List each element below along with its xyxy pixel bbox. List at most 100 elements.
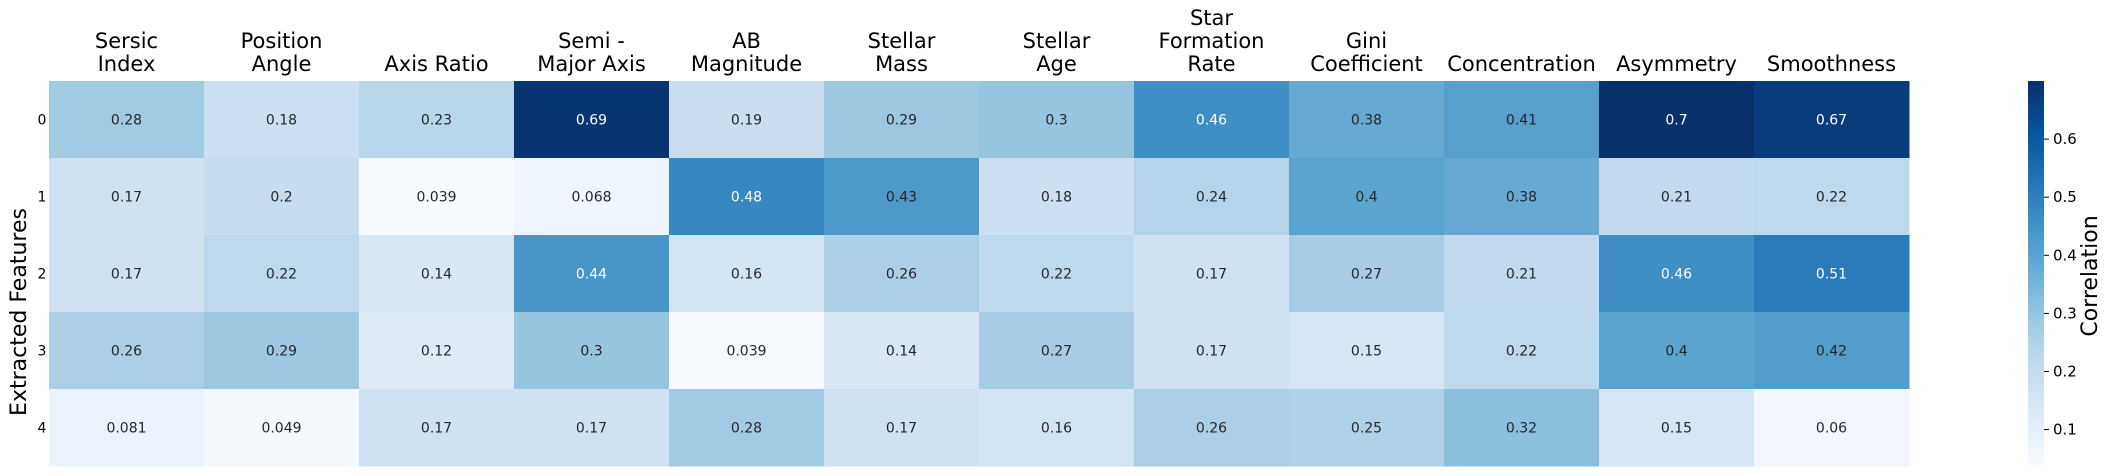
heatmap-cell — [1289, 312, 1445, 390]
colorbar-tick-label: 0.3 — [2053, 304, 2077, 322]
cell-value-label: 0.21 — [1506, 267, 1537, 283]
heatmap-cell — [824, 158, 980, 236]
heatmap-cell — [1134, 235, 1290, 313]
cell-value-label: 0.51 — [1816, 267, 1847, 283]
heatmap-cell — [669, 81, 825, 159]
heatmap-cell — [49, 81, 205, 159]
cell-value-label: 0.26 — [1196, 421, 1227, 437]
heatmap-cell — [49, 312, 205, 390]
colorbar-gradient — [2028, 81, 2044, 465]
heatmap-cell — [1754, 81, 1910, 159]
heatmap-cell — [669, 389, 825, 467]
heatmap-cell — [669, 158, 825, 236]
heatmap-cell — [669, 235, 825, 313]
cell-value-label: 0.27 — [1351, 267, 1382, 283]
cell-value-label: 0.16 — [1041, 421, 1072, 437]
cell-value-label: 0.28 — [731, 421, 762, 437]
heatmap-cell — [1754, 158, 1910, 236]
heatmap-cell — [1289, 235, 1445, 313]
heatmap-cell — [204, 235, 360, 313]
column-label: AB Magnitude — [691, 29, 802, 76]
heatmap-cell — [1599, 81, 1755, 159]
column-label: Gini Coefficient — [1310, 29, 1423, 76]
heatmap-cell — [1134, 81, 1290, 159]
heatmap-cell — [1599, 158, 1755, 236]
heatmap-cell — [1134, 312, 1290, 390]
cell-value-label: 0.69 — [576, 113, 607, 129]
colorbar-label: Correlation — [2078, 215, 2103, 336]
y-axis-label: Extracted Features — [7, 208, 32, 416]
cell-value-label: 0.29 — [886, 113, 917, 129]
column-label: Concentration — [1447, 52, 1596, 76]
row-label: 1 — [38, 190, 47, 206]
heatmap-cell — [1754, 312, 1910, 390]
row-label: 2 — [38, 267, 47, 283]
heatmap-cell — [824, 312, 980, 390]
cell-value-label: 0.46 — [1661, 267, 1692, 283]
cell-value-label: 0.19 — [731, 113, 762, 129]
cell-value-label: 0.17 — [1196, 344, 1227, 360]
heatmap-cell — [49, 389, 205, 467]
cell-value-label: 0.25 — [1351, 421, 1382, 437]
row-label: 3 — [38, 344, 47, 360]
column-label: Position Angle — [241, 29, 323, 76]
heatmap-cell — [1444, 389, 1600, 467]
heatmap-cell — [1444, 312, 1600, 390]
cell-value-label: 0.15 — [1661, 421, 1692, 437]
heatmap-cell — [1599, 312, 1755, 390]
cell-value-label: 0.17 — [576, 421, 607, 437]
heatmap-cell — [514, 158, 670, 236]
cell-value-label: 0.049 — [261, 421, 301, 437]
cell-value-label: 0.18 — [266, 113, 297, 129]
heatmap-cell — [49, 158, 205, 236]
cell-value-label: 0.068 — [571, 190, 611, 206]
cell-value-label: 0.06 — [1816, 421, 1847, 437]
cell-value-label: 0.44 — [576, 267, 607, 283]
heatmap-cell — [514, 312, 670, 390]
cell-value-label: 0.16 — [731, 267, 762, 283]
cell-value-label: 0.23 — [421, 113, 452, 129]
heatmap-cell — [1134, 158, 1290, 236]
cell-value-label: 0.46 — [1196, 113, 1227, 129]
column-labels: Sersic Index Position Angle Axis Ratio Semi -… — [95, 6, 1896, 76]
cell-value-label: 0.27 — [1041, 344, 1072, 360]
cell-value-label: 0.24 — [1196, 190, 1227, 206]
heatmap-cell — [1289, 81, 1445, 159]
cell-value-label: 0.48 — [731, 190, 762, 206]
column-label: Axis Ratio — [384, 52, 488, 76]
cell-value-label: 0.38 — [1351, 113, 1382, 129]
heatmap-cell — [1444, 158, 1600, 236]
heatmap-cell — [1444, 81, 1600, 159]
heatmap-cell — [1444, 235, 1600, 313]
heatmap-cell — [204, 312, 360, 390]
heatmap-cell — [824, 81, 980, 159]
cell-value-label: 0.43 — [886, 190, 917, 206]
colorbar-tick-label: 0.2 — [2053, 362, 2077, 380]
cell-value-label: 0.22 — [1506, 344, 1537, 360]
heatmap-cell — [49, 235, 205, 313]
cell-value-label: 0.7 — [1665, 113, 1687, 129]
row-labels: 0 1 2 3 4 — [38, 113, 47, 437]
column-label: Stellar Age — [1023, 29, 1091, 76]
heatmap-cell — [1289, 389, 1445, 467]
cell-value-label: 0.081 — [106, 421, 146, 437]
cell-value-label: 0.21 — [1661, 190, 1692, 206]
heatmap-cell — [514, 81, 670, 159]
cell-value-label: 0.42 — [1816, 344, 1847, 360]
heatmap-cell — [204, 81, 360, 159]
colorbar: 0.1 0.2 0.3 0.4 0.5 0.6 — [2028, 81, 2077, 465]
heatmap-cell — [979, 158, 1135, 236]
cell-value-label: 0.28 — [111, 113, 142, 129]
colorbar-tick-label: 0.5 — [2053, 188, 2077, 206]
cell-value-label: 0.67 — [1816, 113, 1847, 129]
cell-value-label: 0.22 — [266, 267, 297, 283]
cell-value-label: 0.4 — [1355, 190, 1377, 206]
cell-value-label: 0.12 — [421, 344, 452, 360]
cell-value-label: 0.14 — [886, 344, 917, 360]
cell-value-label: 0.22 — [1041, 267, 1072, 283]
cell-value-label: 0.17 — [111, 267, 142, 283]
heatmap-cell — [979, 389, 1135, 467]
heatmap-cell — [514, 235, 670, 313]
column-label: Smoothness — [1767, 52, 1896, 76]
